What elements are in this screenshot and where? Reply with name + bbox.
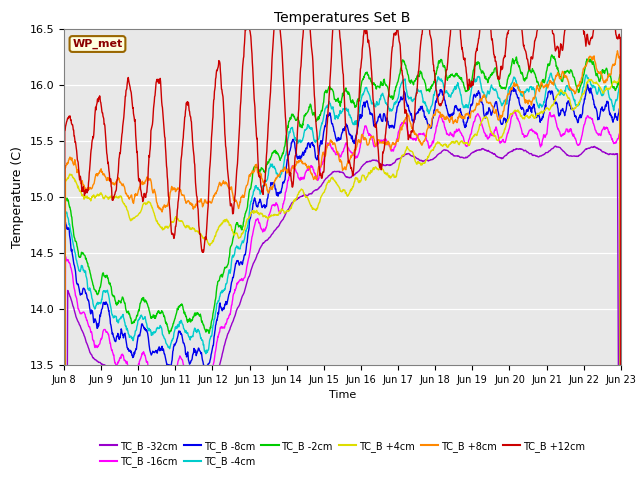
TC_B -32cm bbox=[296, 194, 304, 200]
Title: Temperatures Set B: Temperatures Set B bbox=[274, 11, 411, 25]
TC_B -32cm bbox=[377, 161, 385, 167]
TC_B -4cm bbox=[547, 70, 555, 76]
TC_B +8cm bbox=[296, 158, 304, 164]
TC_B -8cm bbox=[103, 301, 111, 307]
TC_B +4cm bbox=[126, 216, 134, 221]
TC_B -32cm bbox=[318, 182, 326, 188]
TC_B +8cm bbox=[126, 195, 134, 201]
TC_B -2cm bbox=[126, 312, 134, 318]
Line: TC_B +12cm: TC_B +12cm bbox=[64, 0, 621, 480]
TC_B +12cm bbox=[103, 152, 111, 158]
TC_B +4cm bbox=[308, 204, 316, 210]
TC_B -16cm bbox=[318, 161, 326, 167]
TC_B +12cm bbox=[308, 47, 316, 53]
TC_B +8cm bbox=[318, 156, 326, 162]
TC_B +8cm bbox=[614, 48, 621, 54]
TC_B +4cm bbox=[616, 76, 623, 82]
Line: TC_B -8cm: TC_B -8cm bbox=[64, 84, 621, 480]
Line: TC_B +4cm: TC_B +4cm bbox=[64, 79, 621, 480]
TC_B -2cm bbox=[318, 108, 326, 114]
TC_B -2cm bbox=[308, 107, 316, 113]
TC_B -8cm bbox=[318, 141, 326, 147]
TC_B +4cm bbox=[296, 188, 304, 194]
TC_B -16cm bbox=[103, 329, 111, 335]
Line: TC_B -4cm: TC_B -4cm bbox=[64, 73, 621, 480]
TC_B -8cm bbox=[126, 348, 134, 354]
TC_B +8cm bbox=[308, 172, 316, 178]
Line: TC_B -2cm: TC_B -2cm bbox=[64, 55, 621, 480]
Line: TC_B -32cm: TC_B -32cm bbox=[64, 146, 621, 480]
TC_B -32cm bbox=[552, 143, 559, 149]
Y-axis label: Temperature (C): Temperature (C) bbox=[11, 146, 24, 248]
TC_B +12cm bbox=[296, 71, 304, 76]
TC_B -4cm bbox=[318, 120, 326, 126]
TC_B -16cm bbox=[296, 177, 304, 183]
TC_B -8cm bbox=[308, 140, 316, 146]
TC_B -4cm bbox=[377, 93, 385, 99]
TC_B -8cm bbox=[296, 156, 304, 162]
Line: TC_B -16cm: TC_B -16cm bbox=[64, 111, 621, 480]
TC_B -32cm bbox=[126, 387, 134, 393]
TC_B +8cm bbox=[103, 177, 111, 182]
TC_B -4cm bbox=[296, 137, 304, 143]
TC_B -4cm bbox=[103, 288, 111, 294]
TC_B -16cm bbox=[126, 371, 134, 376]
TC_B +4cm bbox=[377, 166, 385, 171]
TC_B -16cm bbox=[511, 108, 519, 114]
TC_B -8cm bbox=[377, 115, 385, 121]
TC_B -2cm bbox=[296, 124, 304, 130]
TC_B -4cm bbox=[308, 125, 316, 131]
Line: TC_B +8cm: TC_B +8cm bbox=[64, 51, 621, 480]
Legend: TC_B -32cm, TC_B -16cm, TC_B -8cm, TC_B -4cm, TC_B -2cm, TC_B +4cm, TC_B +8cm, T: TC_B -32cm, TC_B -16cm, TC_B -8cm, TC_B … bbox=[96, 437, 589, 471]
TC_B +12cm bbox=[126, 83, 134, 89]
TC_B +4cm bbox=[318, 193, 326, 199]
TC_B -2cm bbox=[103, 273, 111, 278]
TC_B -32cm bbox=[103, 364, 111, 370]
TC_B +12cm bbox=[377, 162, 385, 168]
TC_B +8cm bbox=[377, 140, 385, 145]
TC_B -4cm bbox=[126, 335, 134, 340]
X-axis label: Time: Time bbox=[329, 390, 356, 400]
TC_B -16cm bbox=[308, 163, 316, 169]
TC_B -8cm bbox=[583, 81, 591, 87]
TC_B -2cm bbox=[548, 52, 556, 58]
TC_B +12cm bbox=[318, 175, 326, 181]
TC_B -32cm bbox=[308, 191, 316, 197]
TC_B -2cm bbox=[377, 79, 385, 84]
Text: WP_met: WP_met bbox=[72, 39, 123, 49]
TC_B -16cm bbox=[377, 137, 385, 143]
TC_B +4cm bbox=[103, 194, 111, 200]
